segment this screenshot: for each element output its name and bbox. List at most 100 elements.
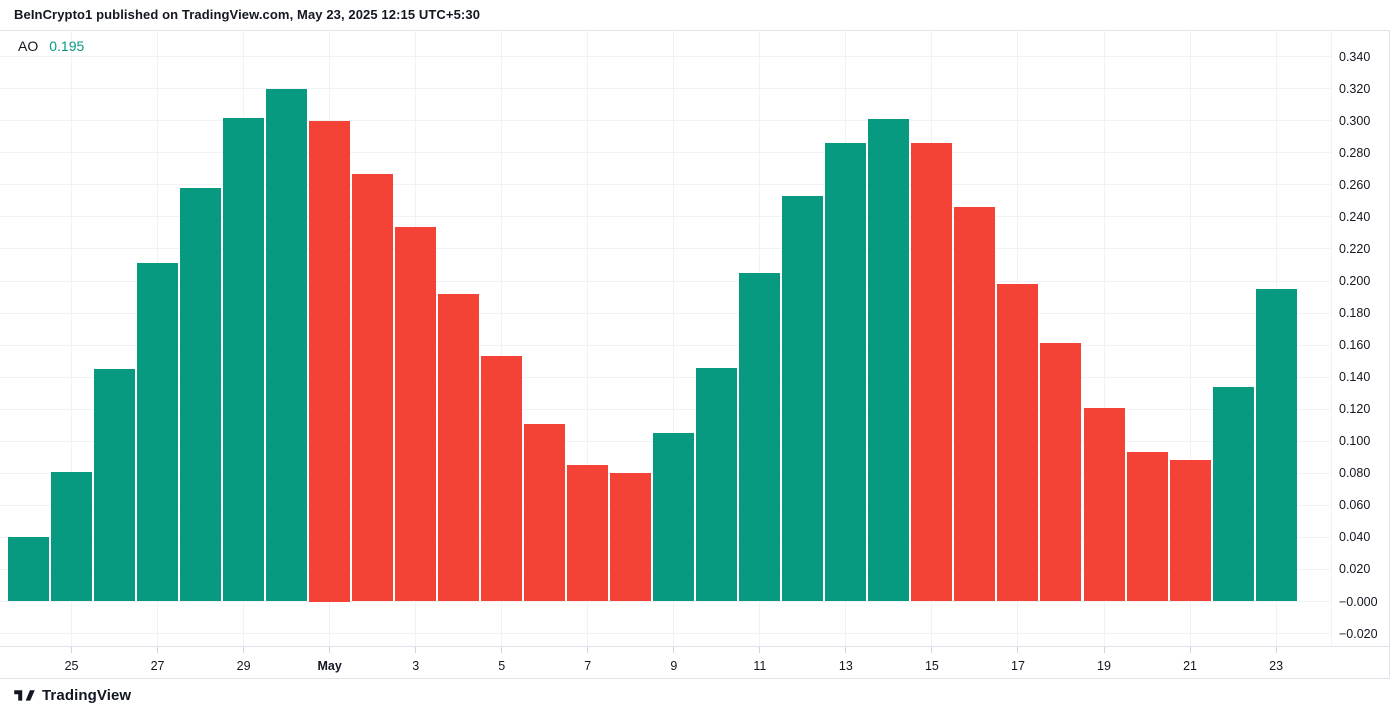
indicator-name: AO	[18, 38, 39, 54]
gridline-horizontal	[0, 376, 1331, 378]
ao-bar-may-18	[1040, 343, 1082, 602]
time-axis-tick	[1103, 647, 1105, 653]
chart-right-border	[1389, 30, 1390, 679]
gridline-horizontal	[0, 120, 1331, 122]
ao-bar-may-20	[1126, 452, 1168, 602]
time-axis-label: 29	[236, 659, 251, 673]
ao-bar-apr-24	[8, 537, 49, 602]
ao-bar-apr-26	[94, 369, 136, 602]
price-axis-label: 0.040	[1339, 530, 1371, 545]
ao-bar-may-1	[309, 120, 351, 602]
gridline-horizontal	[0, 88, 1331, 90]
gridline-horizontal	[0, 312, 1331, 314]
price-axis-label: 0.020	[1339, 562, 1371, 577]
time-axis-tick	[931, 647, 933, 653]
time-axis-tick	[501, 647, 503, 653]
ao-bar-may-15	[911, 143, 953, 602]
time-axis-tick	[1189, 647, 1191, 653]
price-axis-label: 0.240	[1339, 209, 1371, 224]
ao-bar-apr-30	[266, 88, 308, 602]
price-axis-label: 0.140	[1339, 370, 1371, 385]
price-axis-label: 0.120	[1339, 402, 1371, 417]
time-axis-label: 25	[64, 659, 79, 673]
gridline-horizontal	[0, 248, 1331, 250]
gridline-vertical	[1189, 30, 1191, 646]
ao-histogram-plot-area[interactable]	[0, 30, 1331, 646]
price-axis-label: 0.320	[1339, 81, 1371, 96]
ao-bar-may-8	[610, 473, 652, 602]
time-axis-tick	[673, 647, 675, 653]
time-axis-tick	[759, 647, 761, 653]
time-axis-label: 9	[670, 659, 678, 673]
gridline-vertical	[71, 30, 73, 646]
time-axis-tick	[587, 647, 589, 653]
price-axis-label: 0.260	[1339, 177, 1371, 192]
time-axis-label: May	[317, 659, 342, 673]
indicator-legend: AO 0.195	[18, 38, 84, 54]
tradingview-logo-text: TradingView	[42, 687, 132, 704]
pane-bottom-border	[0, 646, 1390, 647]
price-axis-label: −0.020	[1339, 626, 1378, 641]
time-axis[interactable]: 25 27 29 May 3 5 7 9 11 13 15 17 19 21 23	[0, 647, 1390, 678]
time-axis-label: 11	[753, 659, 767, 673]
time-axis-tick	[1275, 647, 1277, 653]
price-axis[interactable]: 0.340 0.320 0.300 0.280 0.260 0.240 0.220 0.200…	[1331, 30, 1400, 646]
gridline-vertical	[673, 30, 675, 646]
ao-bar-may-16	[954, 207, 996, 602]
time-axis-label: 7	[584, 659, 592, 673]
time-axis-label: 19	[1097, 659, 1111, 673]
tradingview-logo-link[interactable]: TradingView	[14, 687, 131, 704]
price-axis-label: 0.060	[1339, 498, 1371, 513]
ao-bar-may-5	[481, 356, 523, 602]
price-axis-label: 0.280	[1339, 145, 1371, 160]
ao-bar-may-4	[438, 293, 480, 602]
gridline-horizontal	[0, 56, 1331, 58]
publish-caption: BeInCrypto1 published on TradingView.com…	[14, 7, 481, 22]
gridline-horizontal	[0, 184, 1331, 186]
gridline-horizontal	[0, 344, 1331, 346]
time-axis-label: 3	[412, 659, 420, 673]
ao-bar-may-10	[696, 367, 738, 602]
time-axis-tick	[329, 647, 331, 653]
indicator-value: 0.195	[49, 38, 85, 54]
ao-bar-may-13	[825, 143, 867, 602]
time-axis-label: 27	[150, 659, 165, 673]
time-axis-label: 21	[1183, 659, 1197, 673]
ao-bar-may-17	[997, 284, 1039, 602]
time-axis-tick	[157, 647, 159, 653]
price-axis-label: 0.180	[1339, 306, 1371, 321]
ao-bar-may-7	[567, 465, 609, 602]
time-axis-tick	[415, 647, 417, 653]
ao-bar-apr-25	[51, 471, 93, 602]
ao-bar-may-9	[653, 433, 695, 602]
gridline-horizontal	[0, 152, 1331, 154]
ao-bar-may-21	[1169, 460, 1211, 602]
gridline-vertical	[587, 30, 589, 646]
time-axis-label: 13	[838, 659, 853, 673]
time-axis-bottom-border	[0, 678, 1390, 679]
time-axis-label: 17	[1011, 659, 1025, 673]
ao-bar-apr-27	[137, 263, 179, 602]
ao-bar-may-19	[1083, 407, 1125, 602]
price-axis-label: 0.200	[1339, 274, 1371, 288]
tradingview-logo-icon	[14, 688, 35, 704]
gridline-vertical	[1103, 30, 1105, 646]
gridline-horizontal	[0, 408, 1331, 410]
gridline-horizontal	[0, 280, 1331, 282]
time-axis-tick	[1017, 647, 1019, 653]
ao-bar-may-23	[1255, 289, 1297, 602]
price-axis-label: 0.220	[1339, 241, 1371, 256]
ao-bar-may-12	[782, 196, 824, 602]
ao-bar-apr-28	[180, 188, 222, 602]
pane-top-border	[0, 30, 1390, 31]
ao-bar-may-22	[1212, 386, 1254, 602]
price-axis-label: 0.160	[1339, 338, 1371, 353]
price-axis-label: 0.300	[1339, 113, 1371, 128]
price-axis-label: 0.080	[1339, 466, 1371, 481]
time-axis-tick	[845, 647, 847, 653]
price-axis-label: −0.000	[1339, 594, 1378, 609]
gridline-horizontal	[0, 216, 1331, 218]
price-axis-label: 0.340	[1339, 49, 1371, 64]
gridline-vertical	[501, 30, 503, 646]
